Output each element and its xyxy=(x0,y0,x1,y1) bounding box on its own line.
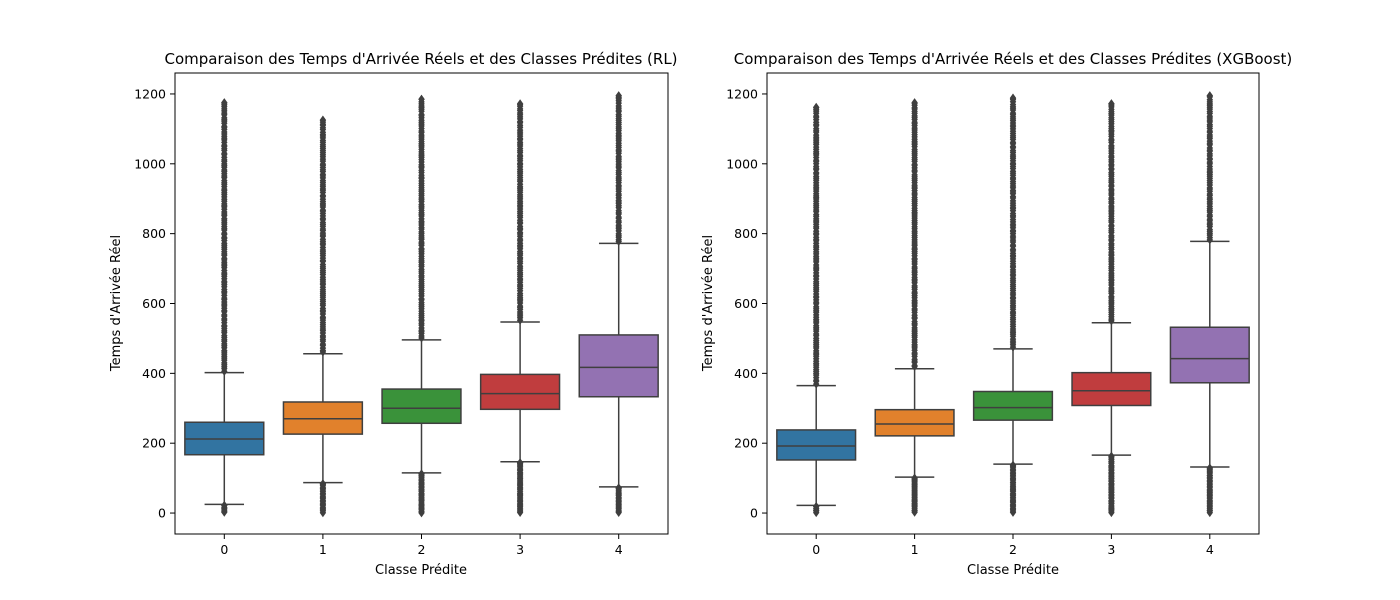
outlier-point xyxy=(1009,93,1017,103)
box-xgboost-class-2 xyxy=(972,93,1054,517)
outlier-point xyxy=(319,115,327,125)
outlier-point xyxy=(1108,451,1115,461)
box-xgboost-class-3 xyxy=(1071,99,1152,518)
outliers-xgboost-class-0 xyxy=(813,102,820,518)
outlier-point xyxy=(911,98,918,108)
x-tick-label-xgboost-1: 1 xyxy=(911,542,919,557)
outlier-point xyxy=(418,469,425,479)
x-tick-label-rl-3: 3 xyxy=(516,542,524,557)
iqr-box xyxy=(381,388,462,425)
outliers-xgboost-class-3 xyxy=(1108,99,1115,518)
outlier-point xyxy=(911,473,918,483)
x-tick-label-rl-0: 0 xyxy=(220,542,228,557)
y-tick-label-rl-200: 200 xyxy=(142,436,166,451)
y-tick-label-rl-0: 0 xyxy=(158,506,166,521)
x-axis-label-xgboost: Classe Prédite xyxy=(967,563,1059,578)
axes-frame-xgboost xyxy=(766,72,1260,535)
iqr-box xyxy=(972,390,1054,421)
outlier-point xyxy=(516,99,524,109)
y-tick-label-rl-400: 400 xyxy=(142,366,166,381)
iqr-box xyxy=(776,429,857,461)
outlier-point xyxy=(1206,463,1213,473)
axes-frame-rl xyxy=(174,72,669,535)
outliers-rl-class-3 xyxy=(516,99,524,518)
x-tick-label-rl-2: 2 xyxy=(418,542,426,557)
outliers-rl-class-2 xyxy=(418,94,425,518)
outliers-xgboost-class-4 xyxy=(1206,91,1213,518)
chart-panel-xgboost: Comparaison des Temps d'Arrivée Réels et… xyxy=(701,50,1292,578)
outlier-point xyxy=(221,98,228,108)
outlier-point xyxy=(1206,91,1213,101)
outliers-rl-class-4 xyxy=(615,91,622,518)
iqr-box xyxy=(1169,326,1250,384)
box-rl-class-2 xyxy=(381,94,462,518)
outlier-point xyxy=(813,501,820,511)
y-tick-label-rl-600: 600 xyxy=(142,296,166,311)
box-xgboost-class-1 xyxy=(874,98,955,517)
box-rl-class-4 xyxy=(578,91,659,518)
y-tick-label-xgboost-200: 200 xyxy=(734,436,758,451)
outlier-point xyxy=(615,483,622,493)
outlier-point xyxy=(221,500,228,510)
x-tick-label-xgboost-3: 3 xyxy=(1107,542,1115,557)
outlier-point xyxy=(319,479,327,489)
x-tick-label-xgboost-0: 0 xyxy=(812,542,820,557)
y-tick-label-rl-1000: 1000 xyxy=(134,156,166,171)
x-tick-label-rl-4: 4 xyxy=(615,542,623,557)
iqr-box xyxy=(479,373,561,411)
y-tick-label-xgboost-800: 800 xyxy=(734,226,758,241)
y-axis-label-rl: Temps d'Arrivée Réel xyxy=(109,235,124,372)
outlier-point xyxy=(1009,460,1017,470)
y-tick-label-xgboost-400: 400 xyxy=(734,366,758,381)
outliers-rl-class-1 xyxy=(319,115,327,518)
outliers-xgboost-class-2 xyxy=(1009,93,1017,517)
plot-area-rl: 0 200 400 600 800 1000 1200 0 1 2 3 4 xyxy=(134,86,659,557)
chart-panel-rl: Comparaison des Temps d'Arrivée Réels et… xyxy=(109,50,678,578)
y-tick-label-xgboost-0: 0 xyxy=(750,506,758,521)
x-tick-label-xgboost-2: 2 xyxy=(1009,542,1017,557)
outliers-rl-class-0 xyxy=(221,98,228,517)
x-tick-label-xgboost-4: 4 xyxy=(1206,542,1214,557)
y-tick-label-xgboost-600: 600 xyxy=(734,296,758,311)
y-tick-label-xgboost-1000: 1000 xyxy=(726,156,758,171)
box-xgboost-class-0 xyxy=(776,102,857,518)
x-tick-label-rl-1: 1 xyxy=(319,542,327,557)
outlier-point xyxy=(813,102,820,112)
iqr-box xyxy=(578,334,659,398)
iqr-box xyxy=(1071,371,1152,407)
plot-area-xgboost: 0 200 400 600 800 1000 1200 0 1 2 3 4 xyxy=(726,86,1250,557)
iqr-box xyxy=(874,408,955,437)
box-xgboost-class-4 xyxy=(1169,91,1250,518)
chart-title-xgboost: Comparaison des Temps d'Arrivée Réels et… xyxy=(734,50,1293,68)
outlier-point xyxy=(516,458,524,468)
outlier-point xyxy=(615,91,622,101)
y-tick-label-rl-1200: 1200 xyxy=(134,86,166,101)
outlier-point xyxy=(418,94,425,104)
box-rl-class-3 xyxy=(479,99,561,518)
box-rl-class-0 xyxy=(184,98,265,517)
chart-title-rl: Comparaison des Temps d'Arrivée Réels et… xyxy=(164,50,677,68)
y-tick-label-xgboost-1200: 1200 xyxy=(726,86,758,101)
x-axis-label-rl: Classe Prédite xyxy=(375,563,467,578)
box-rl-class-1 xyxy=(282,115,364,518)
y-axis-label-xgboost: Temps d'Arrivée Réel xyxy=(701,235,716,372)
outlier-point xyxy=(1108,99,1115,109)
y-tick-label-rl-800: 800 xyxy=(142,226,166,241)
